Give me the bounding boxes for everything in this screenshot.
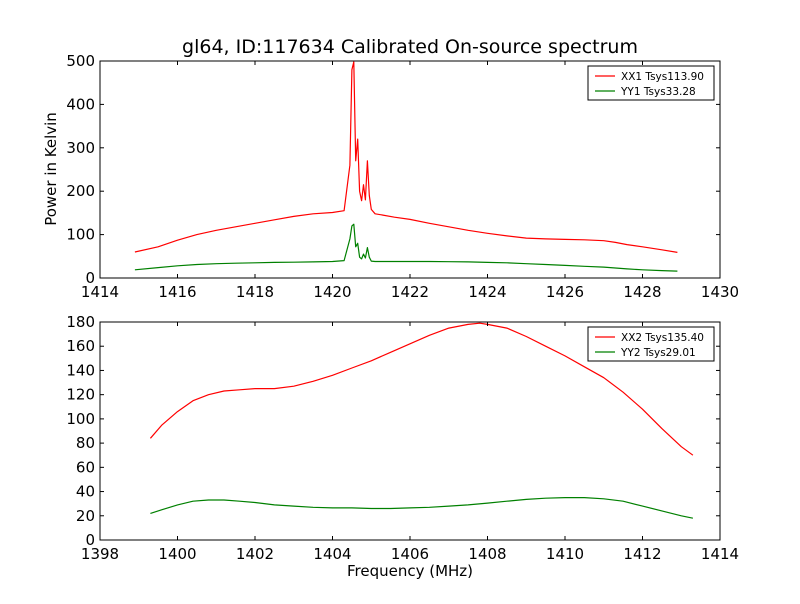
series-line-1-1 — [134, 61, 678, 253]
x-tick-label: 1408 — [468, 545, 506, 563]
x-tick-label: 1424 — [468, 283, 506, 301]
y-tick-label: 300 — [66, 139, 95, 157]
x-tick-label: 1418 — [236, 283, 274, 301]
x-tick-label: 1404 — [313, 545, 351, 563]
x-tick-label: 1406 — [391, 545, 429, 563]
x-tick-label: 1402 — [236, 545, 274, 563]
y-tick-label: 20 — [76, 507, 95, 525]
x-tick-label: 1426 — [546, 283, 584, 301]
legend-label: YY1 Tsys33.28 — [620, 86, 696, 98]
x-tick-label: 1420 — [313, 283, 351, 301]
y-tick-label: 80 — [76, 434, 95, 452]
series-line-2-1 — [149, 322, 694, 456]
y-tick-label: 180 — [66, 313, 95, 331]
plot-2: 1398 1400 1402 1404 1406 1408 1410 1412 1414 0 20 4… — [66, 313, 739, 563]
y-tick-label: 100 — [66, 410, 95, 428]
y-tick-label: 160 — [66, 337, 95, 355]
x-tick-label: 1398 — [81, 545, 119, 563]
plot-1: 1414 1416 1418 1420 1422 1424 1426 1428 1430 0 100… — [66, 52, 739, 301]
y-axis-label: Power in Kelvin — [42, 112, 60, 226]
x-tick-label: 1416 — [158, 283, 196, 301]
x-tick-label: 1414 — [701, 545, 739, 563]
x-tick-label: 1422 — [391, 283, 429, 301]
figure-title: gl64, ID:117634 Calibrated On-source spe… — [182, 36, 638, 58]
y-tick-label: 400 — [66, 95, 95, 113]
x-tick-label: 1414 — [81, 283, 119, 301]
y-tick-label: 60 — [76, 458, 95, 476]
legend-label: XX1 Tsys113.90 — [621, 71, 704, 83]
x-tick-label: 1400 — [158, 545, 196, 563]
y-tick-label: 100 — [66, 226, 95, 244]
series-line-1-2 — [134, 223, 678, 272]
legend-label: XX2 Tsys135.40 — [621, 332, 704, 344]
series-line-2-2 — [150, 497, 694, 519]
x-tick-label: 1428 — [623, 283, 661, 301]
legend-label: YY2 Tsys29.01 — [620, 347, 696, 359]
y-tick-label: 120 — [66, 386, 95, 404]
x-tick-label: 1410 — [546, 545, 584, 563]
x-axis-label: Frequency (MHz) — [347, 562, 473, 580]
y-tick-label: 200 — [66, 182, 95, 200]
legend-1: XX1 Tsys113.90 YY1 Tsys33.28 — [587, 65, 715, 101]
y-tick-label: 0 — [85, 531, 95, 549]
x-tick-label: 1430 — [701, 283, 739, 301]
legend-box — [587, 326, 715, 362]
legend-2: XX2 Tsys135.40 YY2 Tsys29.01 — [587, 326, 715, 362]
y-tick-label: 0 — [85, 269, 95, 287]
y-tick-label: 140 — [66, 361, 95, 379]
x-tick-label: 1412 — [623, 545, 661, 563]
y-tick-label: 40 — [76, 483, 95, 501]
legend-box — [587, 65, 715, 101]
y-tick-label: 500 — [66, 52, 95, 70]
